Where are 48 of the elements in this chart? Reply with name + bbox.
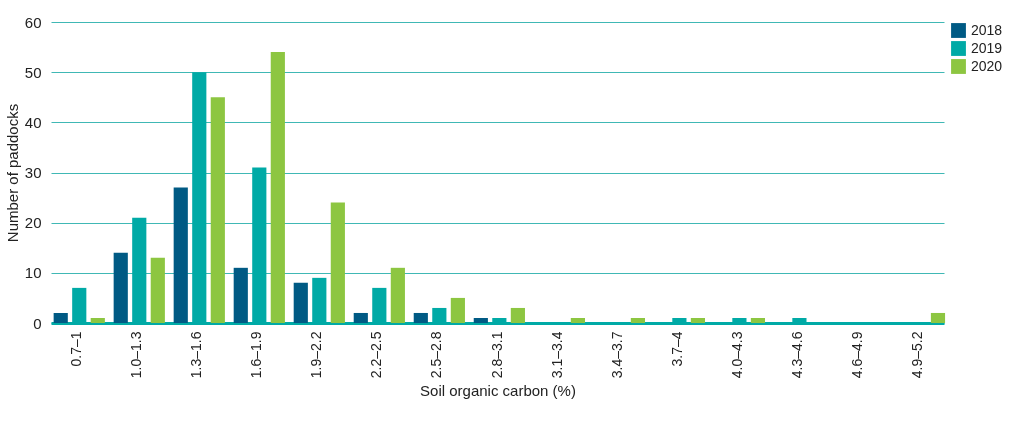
y-tick-label: 30 <box>24 164 42 181</box>
x-tick-label: 2.2–2.5 <box>368 331 385 379</box>
bar <box>330 202 345 323</box>
x-axis-title: Soil organic carbon (%) <box>420 382 576 400</box>
bar <box>233 267 248 323</box>
bar <box>390 267 405 323</box>
bar <box>413 312 428 323</box>
y-tick-label: 40 <box>24 113 42 131</box>
x-tick-label: 1.6–1.9 <box>248 331 265 379</box>
y-tick-label: 0 <box>33 314 42 332</box>
bar <box>690 317 706 323</box>
x-tick-label: 0.7–1 <box>68 331 85 367</box>
legend-label: 2018 <box>971 21 1003 38</box>
bar <box>150 257 165 323</box>
x-tick-label: 2.8–3.1 <box>488 331 505 379</box>
bar <box>270 52 285 323</box>
x-tick-label: 4.6–4.9 <box>848 331 865 379</box>
bar <box>353 312 368 323</box>
bar <box>473 317 488 323</box>
bar <box>930 312 946 323</box>
legend-label: 2020 <box>971 57 1003 74</box>
bar <box>510 307 525 323</box>
bar <box>113 252 128 323</box>
bar <box>90 317 105 323</box>
x-tick-label: 4.3–4.6 <box>788 331 805 379</box>
legend-label: 2019 <box>971 39 1003 56</box>
bar <box>450 297 465 323</box>
bar <box>173 187 188 323</box>
bar <box>53 312 68 323</box>
y-tick-label: 50 <box>24 63 42 81</box>
x-tick-label: 2.5–2.8 <box>428 331 445 379</box>
bar <box>570 317 585 323</box>
x-tick-label: 4.0–4.3 <box>728 331 745 379</box>
bar <box>210 97 225 323</box>
bar <box>293 282 308 323</box>
x-tick-label: 1.9–2.2 <box>308 331 325 379</box>
y-tick-label: 60 <box>24 13 42 31</box>
x-tick-label: 1.0–1.3 <box>128 331 145 379</box>
x-tick-label: 1.3–1.6 <box>188 331 205 379</box>
y-tick-label: 20 <box>24 214 42 232</box>
y-tick-label: 10 <box>24 264 42 282</box>
x-tick-label: 4.9–5.2 <box>908 331 925 379</box>
x-tick-label: 3.4–3.7 <box>608 331 625 379</box>
x-tick-label: 3.7–4 <box>668 331 685 367</box>
x-tick-label: 3.1–3.4 <box>548 331 565 379</box>
y-axis-title: Number of paddocks <box>3 103 21 243</box>
bar <box>750 317 766 323</box>
bar <box>630 317 645 323</box>
